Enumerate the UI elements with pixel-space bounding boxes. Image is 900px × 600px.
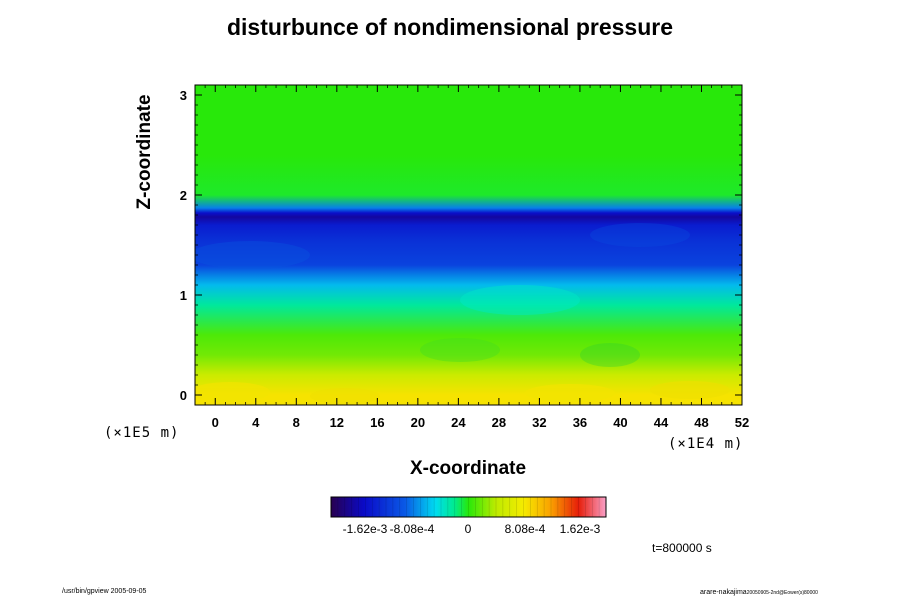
colorbar-frame [330,496,607,518]
y-axis-label: Z-coordinate [134,94,155,210]
x-tick-label: 0 [212,415,219,430]
footer-right: arare-nakajima20050905-2nd@Eower(s)80000 [700,589,818,596]
colorbar-bands [337,497,600,517]
minor-ticks [194,84,742,406]
x-tick-label: 12 [330,415,344,430]
heatmap-field [195,85,742,405]
z-tick-label: 3 [180,88,187,103]
x-tick-label: 40 [613,415,627,430]
z-tick-label: 1 [180,288,187,303]
colorbar-tick-label: 1.62e-3 [559,522,601,536]
colorbar-tick-label: 0 [464,522,472,536]
x-tick-label: 32 [532,415,546,430]
footer-left: /usr/bin/gpview 2005-09-05 [62,588,147,595]
time-label: t=800000 s [652,541,712,555]
colorbar-tick-label: -8.08e-4 [389,522,435,536]
x-tick-label: 36 [573,415,587,430]
x-tick-label: 20 [411,415,425,430]
x-tick-label: 52 [735,415,749,430]
x-tick-label: 24 [451,415,466,430]
x-axis-ticks: 0 4 8 12 16 20 24 28 32 36 40 44 48 52 [212,85,749,430]
chart-title: disturbunce of nondimensional pressure [226,14,673,40]
colorbar [331,497,606,517]
x-tick-label: 4 [252,415,260,430]
x-tick-label: 48 [694,415,708,430]
z-axis-ticks: 0 1 2 3 [180,88,742,403]
z-unit-label: (×1E5 m) [104,425,180,441]
z-tick-label: 2 [180,188,187,203]
x-tick-label: 28 [492,415,506,430]
x-tick-label: 16 [370,415,384,430]
colorbar-tick-label: -1.62e-3 [342,522,388,536]
z-tick-label: 0 [180,388,187,403]
x-tick-label: 8 [293,415,300,430]
heatmap-texture [195,223,730,404]
x-unit-label: (×1E4 m) [668,436,744,452]
footer-right-sub: 20050905-2nd@Eower(s)80000 [746,590,818,596]
footer-right-main: arare-nakajima [700,589,747,596]
colorbar-tick-label: 8.08e-4 [504,522,546,536]
x-tick-label: 44 [654,415,669,430]
x-axis-label: X-coordinate [409,458,527,479]
